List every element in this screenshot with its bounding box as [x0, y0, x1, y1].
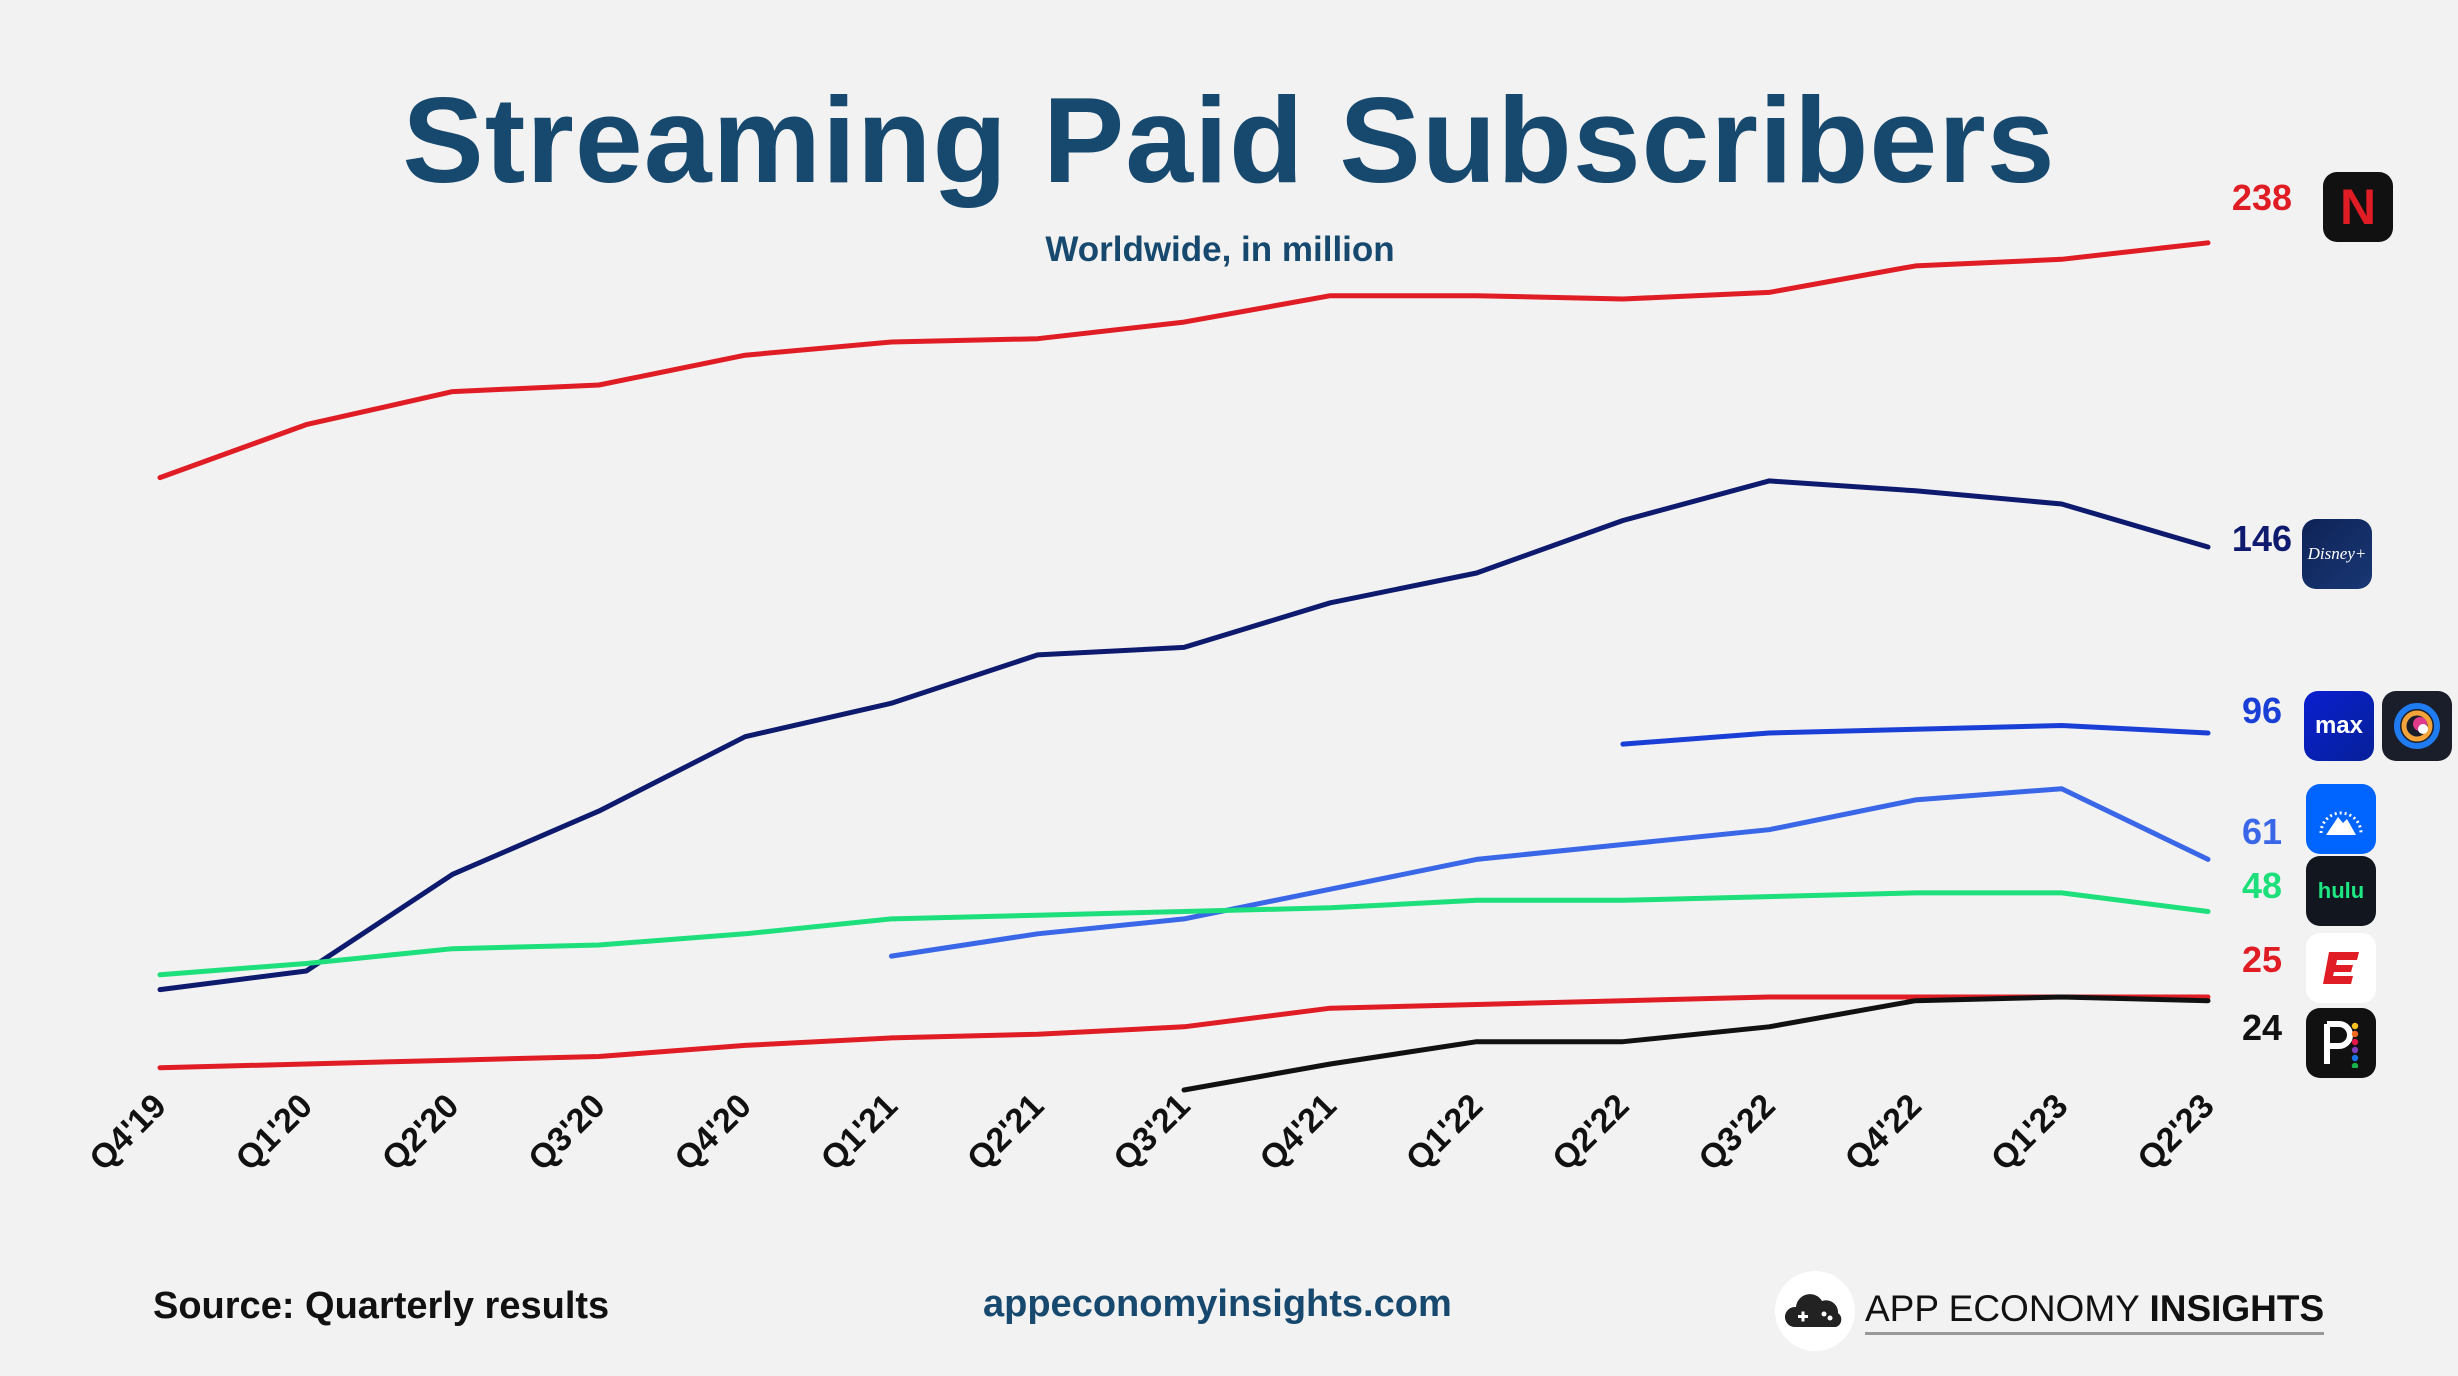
brand-name-regular: APP ECONOMY: [1865, 1287, 2150, 1329]
x-tick-label: Q1'22: [1399, 1087, 1490, 1178]
x-tick-label: Q4'20: [667, 1087, 758, 1178]
x-tick-label: Q4'19: [82, 1087, 173, 1178]
x-tick-label: Q2'21: [960, 1087, 1051, 1178]
series-line-hulu: [157, 890, 2211, 978]
x-tick-label: Q2'22: [1545, 1087, 1636, 1178]
x-tick-label: Q1'20: [229, 1087, 320, 1178]
brand-logo: APP ECONOMY INSIGHTS: [1775, 1270, 2325, 1352]
x-tick-label: Q3'22: [1691, 1087, 1782, 1178]
series-line-netflix: [157, 240, 2211, 481]
discovery-plus-icon: [2382, 691, 2452, 761]
peacock-icon: [2306, 1008, 2376, 1078]
end-label-wbd: 96: [2242, 690, 2282, 731]
x-tick-label: Q1'21: [814, 1087, 905, 1178]
max-icon-text: max: [2314, 712, 2364, 739]
end-label-netflix: 238: [2232, 177, 2292, 218]
x-tick-label: Q1'23: [1984, 1087, 2075, 1178]
paramount-plus-icon: [2306, 784, 2376, 854]
chart-subtitle: Worldwide, in million: [1045, 230, 1395, 269]
max-icon: max: [2304, 691, 2374, 761]
end-label-hulu: 48: [2242, 865, 2282, 906]
netflix-icon: N: [2323, 172, 2393, 242]
series-line-paramount: [888, 786, 2211, 959]
hulu-icon: hulu: [2306, 856, 2376, 926]
x-tick-label: Q2'20: [375, 1087, 466, 1178]
espn-plus-icon: [2306, 933, 2376, 1003]
brand-name-bold: INSIGHTS: [2149, 1287, 2325, 1329]
website-link[interactable]: appeconomyinsights.com: [983, 1283, 1452, 1325]
x-tick-label: Q4'22: [1838, 1087, 1929, 1178]
end-label-disney: 146: [2232, 518, 2292, 559]
disney-plus-icon: Disney+: [2302, 519, 2372, 589]
x-tick-label: Q4'21: [1253, 1087, 1344, 1178]
series-line-peacock: [1181, 994, 2211, 1093]
x-tick-label: Q2'23: [2130, 1087, 2221, 1178]
espn-e-logo: [2323, 952, 2359, 984]
chart-title: Streaming Paid Subscribers: [402, 72, 2056, 208]
x-tick-label: Q3'21: [1106, 1087, 1197, 1178]
brand-name: APP ECONOMY INSIGHTS: [1865, 1287, 2325, 1335]
x-tick-label: Q3'20: [521, 1087, 612, 1178]
netflix-icon-letter: N: [2339, 179, 2377, 235]
series-line-wbd: [1620, 723, 2211, 747]
series-line-espn: [157, 994, 2211, 1071]
discovery-plus-logo: [2394, 703, 2440, 749]
source-note: Source: Quarterly results: [153, 1285, 610, 1327]
hulu-icon-text: hulu: [2317, 878, 2365, 903]
series-line-disney: [157, 478, 2211, 993]
end-label-espn: 25: [2242, 939, 2282, 980]
paramount-mountain-logo: [2319, 811, 2363, 835]
end-label-peacock: 24: [2242, 1007, 2282, 1048]
cloud-controller-glyph: [1784, 1294, 1842, 1327]
end-label-paramount: 61: [2242, 811, 2282, 852]
cloud-controller-icon: [1775, 1271, 1855, 1351]
disney-plus-icon-text: Disney+: [2307, 544, 2367, 563]
peacock-p-logo: [2324, 1021, 2359, 1068]
